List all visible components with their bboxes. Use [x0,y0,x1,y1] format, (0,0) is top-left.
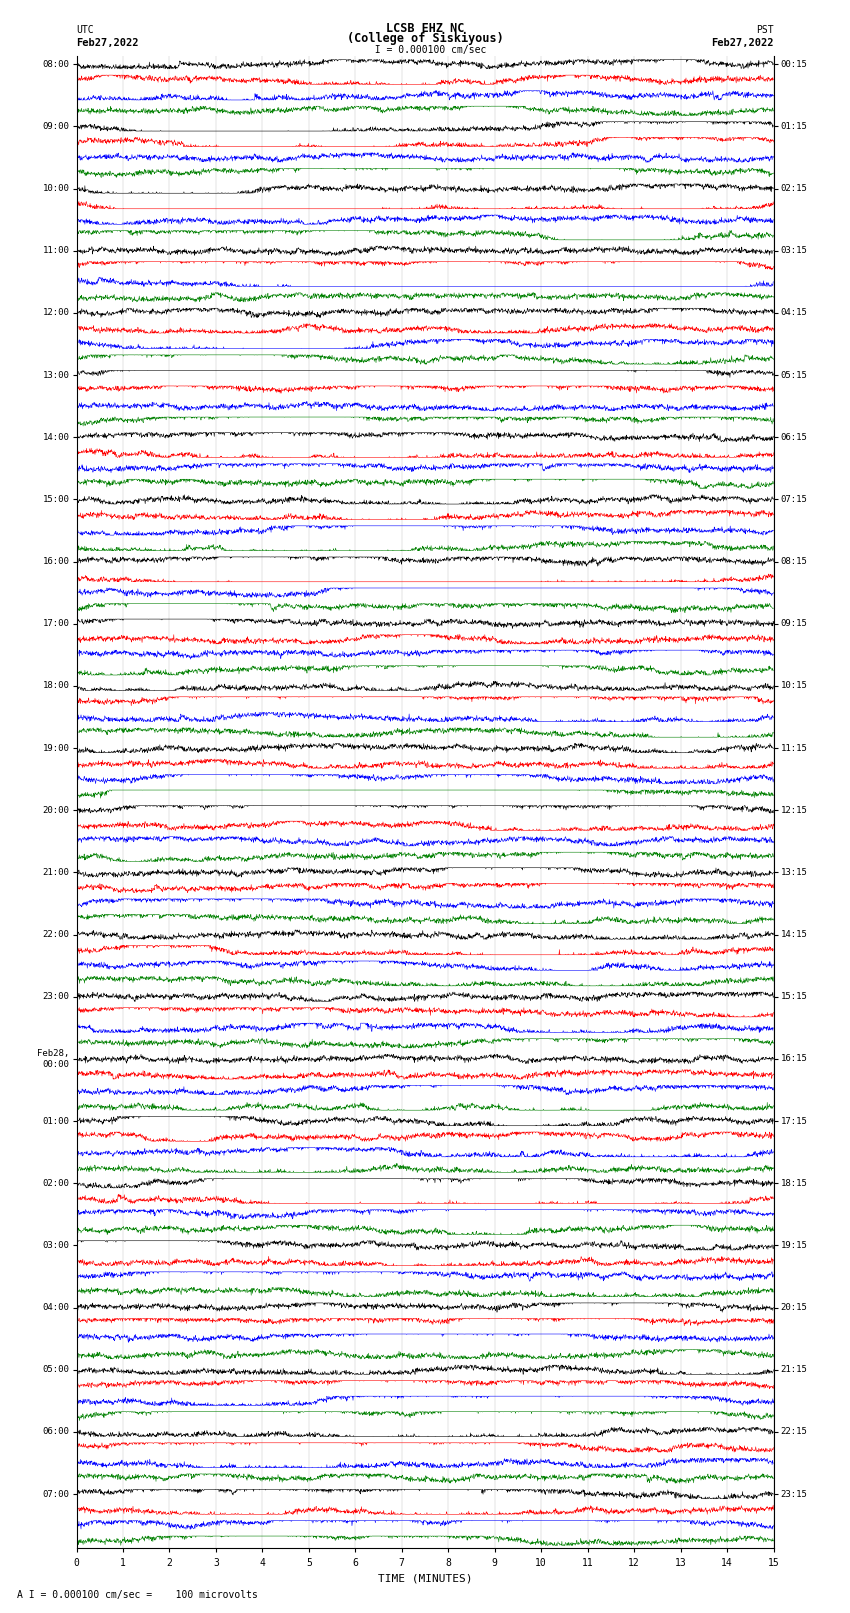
X-axis label: TIME (MINUTES): TIME (MINUTES) [377,1573,473,1582]
Text: PST: PST [756,26,774,35]
Text: I = 0.000100 cm/sec: I = 0.000100 cm/sec [363,45,487,55]
Text: UTC: UTC [76,26,94,35]
Text: Feb27,2022: Feb27,2022 [711,39,774,48]
Text: LCSB EHZ NC: LCSB EHZ NC [386,23,464,35]
Text: A I = 0.000100 cm/sec =    100 microvolts: A I = 0.000100 cm/sec = 100 microvolts [17,1590,258,1600]
Text: Feb27,2022: Feb27,2022 [76,39,139,48]
Text: (College of Siskiyous): (College of Siskiyous) [347,32,503,45]
